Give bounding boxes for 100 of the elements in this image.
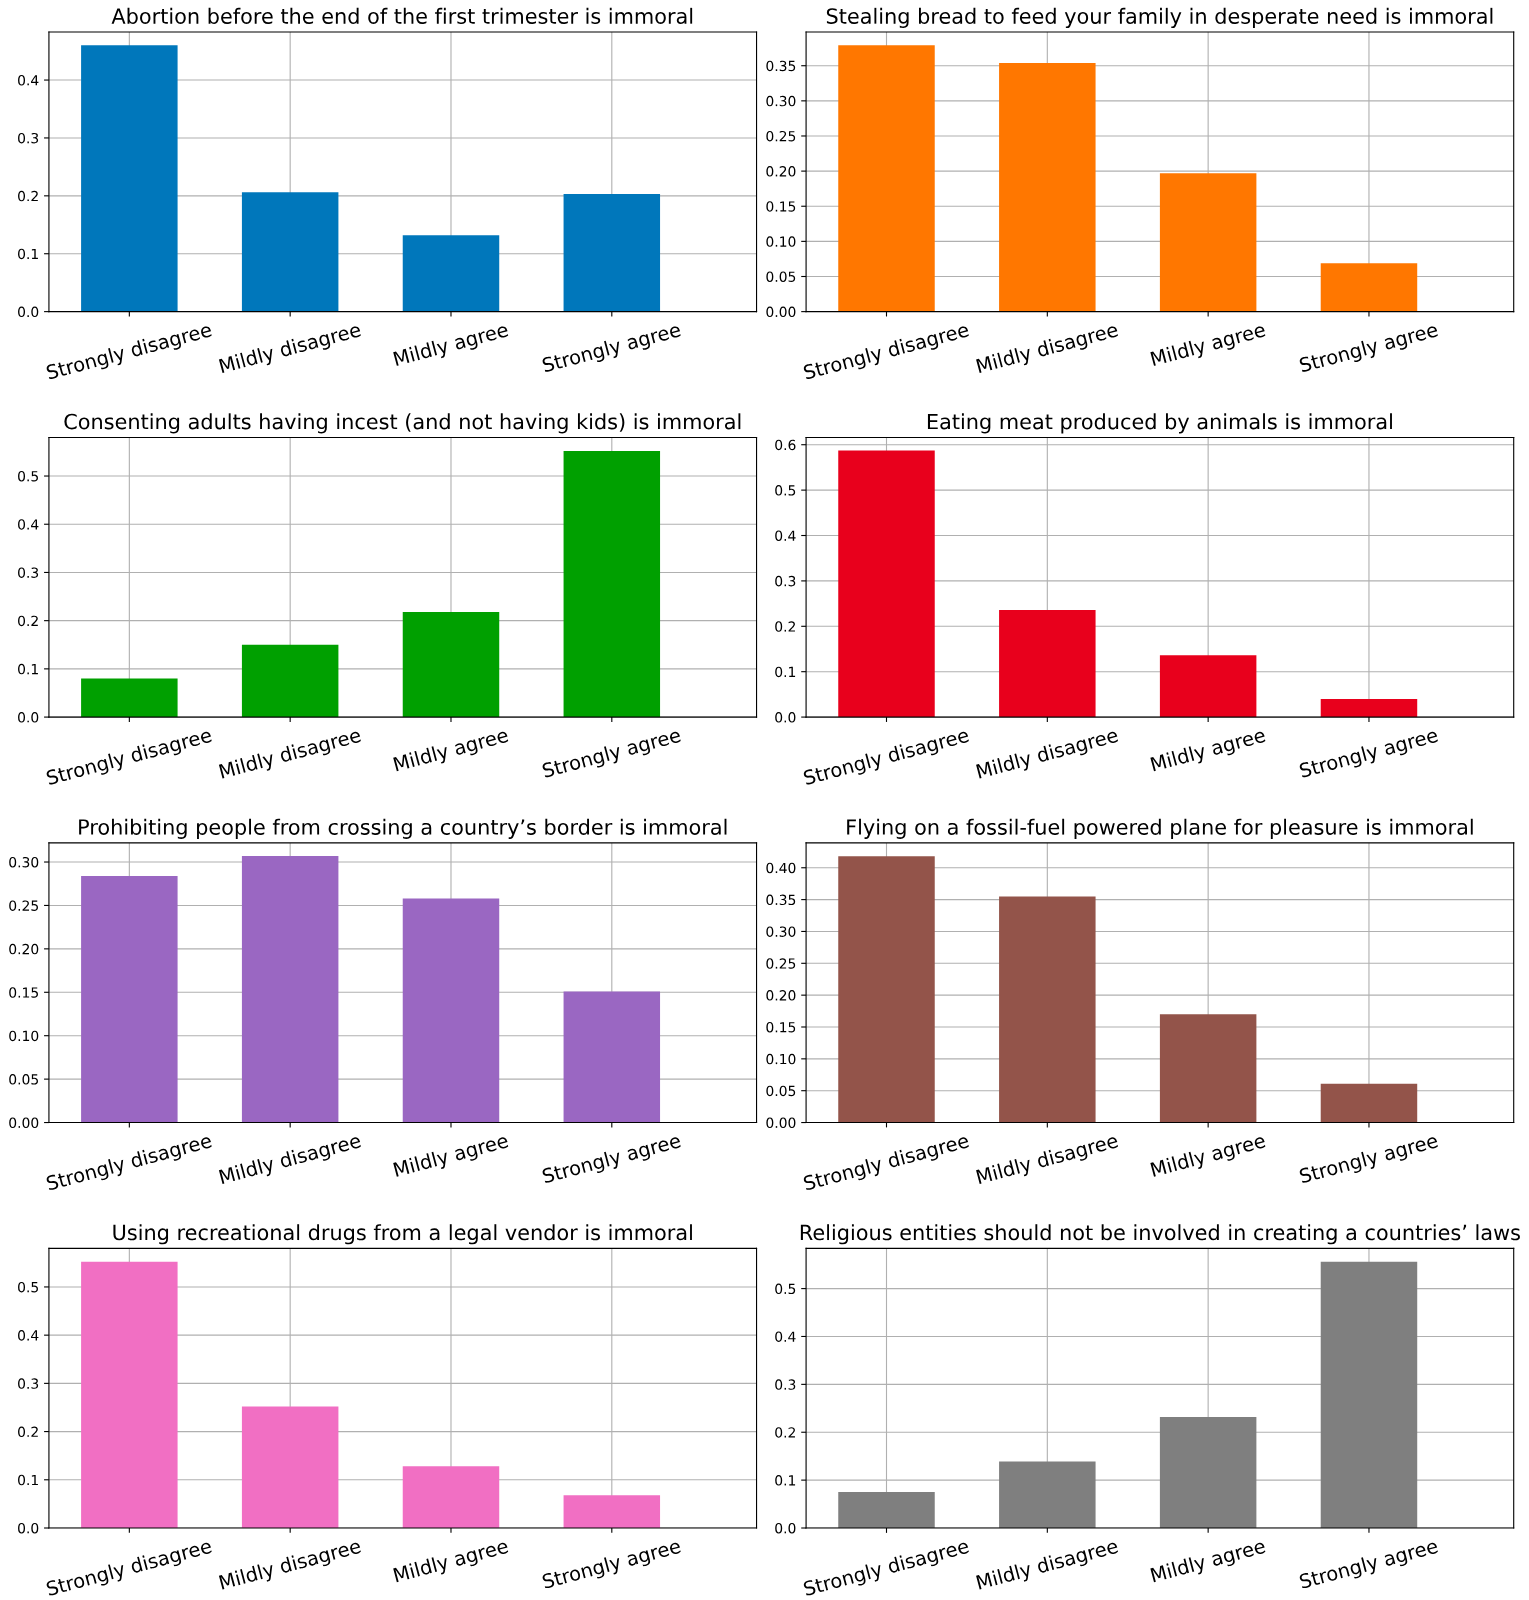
- bar: [81, 45, 178, 312]
- bar: [563, 194, 661, 312]
- bar: [838, 45, 935, 312]
- x-tick-label: Mildly disagree: [975, 1537, 1120, 1594]
- x-tick-label: Strongly disagree: [45, 727, 214, 789]
- y-tick-label: 0.3: [775, 575, 796, 587]
- bar: [1320, 698, 1418, 718]
- x-tick-label: Mildly agree: [1150, 727, 1267, 776]
- y-tick-label: 0.4: [775, 530, 796, 541]
- x-tick-label: Strongly disagree: [802, 727, 971, 789]
- x-tick-label: Strongly agree: [541, 727, 683, 782]
- y-tick-label: 0.30: [766, 95, 796, 107]
- y-tick-label: 0.0: [775, 1522, 796, 1534]
- y-tick-label: 0.3: [775, 1379, 796, 1390]
- x-tick-label: Mildly agree: [393, 321, 510, 370]
- bar: [1159, 1014, 1257, 1123]
- chart-title: Stealing bread to feed your family in desperate need is immoral: [826, 7, 1493, 28]
- y-tick-label: 0.1: [18, 248, 38, 260]
- y-tick-label: 0.00: [9, 1117, 39, 1129]
- y-tick-label: 0.05: [766, 1085, 796, 1097]
- y-tick-label: 0.00: [766, 306, 796, 318]
- y-tick-label: 0.20: [766, 166, 796, 177]
- bar: [838, 856, 935, 1123]
- bar: [1320, 1261, 1418, 1528]
- y-tick-label: 0.05: [766, 271, 796, 282]
- y-tick-label: 0.4: [18, 75, 39, 86]
- y-tick-label: 0.1: [775, 666, 796, 678]
- y-tick-label: 0.0: [18, 306, 39, 318]
- x-tick-label: Mildly agree: [393, 727, 510, 776]
- y-tick-label: 0.15: [9, 987, 38, 998]
- x-tick-label: Mildly disagree: [218, 727, 363, 783]
- y-tick-label: 0.15: [766, 1021, 796, 1033]
- bar: [838, 1492, 935, 1528]
- y-tick-label: 0.4: [18, 519, 39, 530]
- y-tick-label: 0.2: [18, 615, 38, 627]
- x-tick-label: Mildly disagree: [218, 321, 363, 377]
- y-tick-label: 0.3: [18, 132, 39, 144]
- x-tick-label: Strongly agree: [541, 1537, 683, 1593]
- y-tick-label: 0.5: [18, 1281, 38, 1293]
- y-tick-label: 0.0: [18, 1522, 39, 1534]
- x-tick-label: Strongly disagree: [45, 1537, 214, 1600]
- x-tick-label: Mildly disagree: [975, 1132, 1120, 1188]
- x-tick-label: Mildly agree: [393, 1537, 510, 1587]
- y-tick-label: 0.25: [9, 900, 38, 911]
- x-tick-label: Strongly agree: [541, 1132, 683, 1188]
- y-tick-label: 0.5: [18, 471, 38, 482]
- bar: [402, 1466, 500, 1528]
- x-tick-label: Mildly agree: [393, 1132, 510, 1181]
- y-tick-label: 0.10: [766, 236, 796, 247]
- y-tick-label: 0.25: [766, 958, 796, 969]
- y-tick-label: 0.20: [9, 943, 39, 955]
- x-tick-label: Strongly agree: [1298, 727, 1440, 782]
- chart-title: Eating meat produced by animals is immoral: [927, 413, 1392, 434]
- x-tick-label: Strongly agree: [1298, 1132, 1440, 1188]
- y-tick-label: 0.0: [18, 712, 39, 723]
- y-tick-label: 0.5: [775, 1283, 796, 1295]
- x-tick-label: Mildly disagree: [975, 321, 1120, 377]
- bar: [402, 611, 500, 718]
- y-tick-label: 0.4: [18, 1330, 39, 1341]
- x-tick-label: Mildly disagree: [218, 1537, 363, 1594]
- y-tick-label: 0.05: [9, 1074, 38, 1085]
- chart-title: Flying on a fossil-fuel powered plane for pleasure is immoral: [847, 818, 1473, 839]
- y-tick-label: 0.2: [18, 1426, 38, 1438]
- x-tick-label: Mildly disagree: [975, 727, 1120, 783]
- bar: [81, 678, 178, 718]
- bar: [241, 855, 339, 1123]
- y-tick-label: 0.2: [775, 621, 795, 632]
- chart-title: Abortion before the end of the first trimester is immoral: [111, 7, 693, 24]
- bar: [999, 62, 1096, 312]
- x-tick-label: Strongly agree: [1298, 1537, 1440, 1593]
- y-tick-label: 0.5: [775, 485, 796, 496]
- x-tick-label: Mildly agree: [1150, 1537, 1267, 1587]
- y-tick-label: 0.2: [18, 190, 38, 202]
- bar: [999, 896, 1096, 1123]
- chart-title: Consenting adults having incest (and not having kids) is immoral: [64, 413, 741, 434]
- y-tick-label: 0.4: [775, 1331, 796, 1342]
- bar: [1159, 173, 1257, 312]
- y-tick-label: 0.3: [18, 1378, 39, 1389]
- y-tick-label: 0.1: [775, 1475, 796, 1486]
- x-tick-label: Strongly disagree: [802, 1537, 971, 1600]
- y-tick-label: 0.35: [766, 894, 796, 906]
- y-tick-label: 0.2: [775, 1427, 795, 1438]
- bar: [402, 235, 500, 312]
- bar: [241, 644, 339, 718]
- bar: [1320, 263, 1418, 312]
- bar: [999, 1461, 1096, 1528]
- bar: [563, 991, 661, 1123]
- bar: [241, 192, 339, 312]
- y-tick-label: 0.0: [775, 712, 796, 723]
- y-tick-label: 0.35: [766, 60, 796, 72]
- x-tick-label: Strongly disagree: [802, 1132, 971, 1195]
- bar: [1159, 655, 1257, 718]
- x-tick-label: Strongly disagree: [45, 1132, 214, 1195]
- bar: [1320, 1083, 1418, 1123]
- y-tick-label: 0.10: [9, 1030, 39, 1042]
- bar: [402, 898, 500, 1123]
- x-tick-label: Strongly disagree: [802, 321, 971, 384]
- y-tick-label: 0.30: [766, 926, 796, 937]
- y-tick-label: 0.3: [18, 567, 39, 578]
- y-tick-label: 0.00: [766, 1117, 796, 1129]
